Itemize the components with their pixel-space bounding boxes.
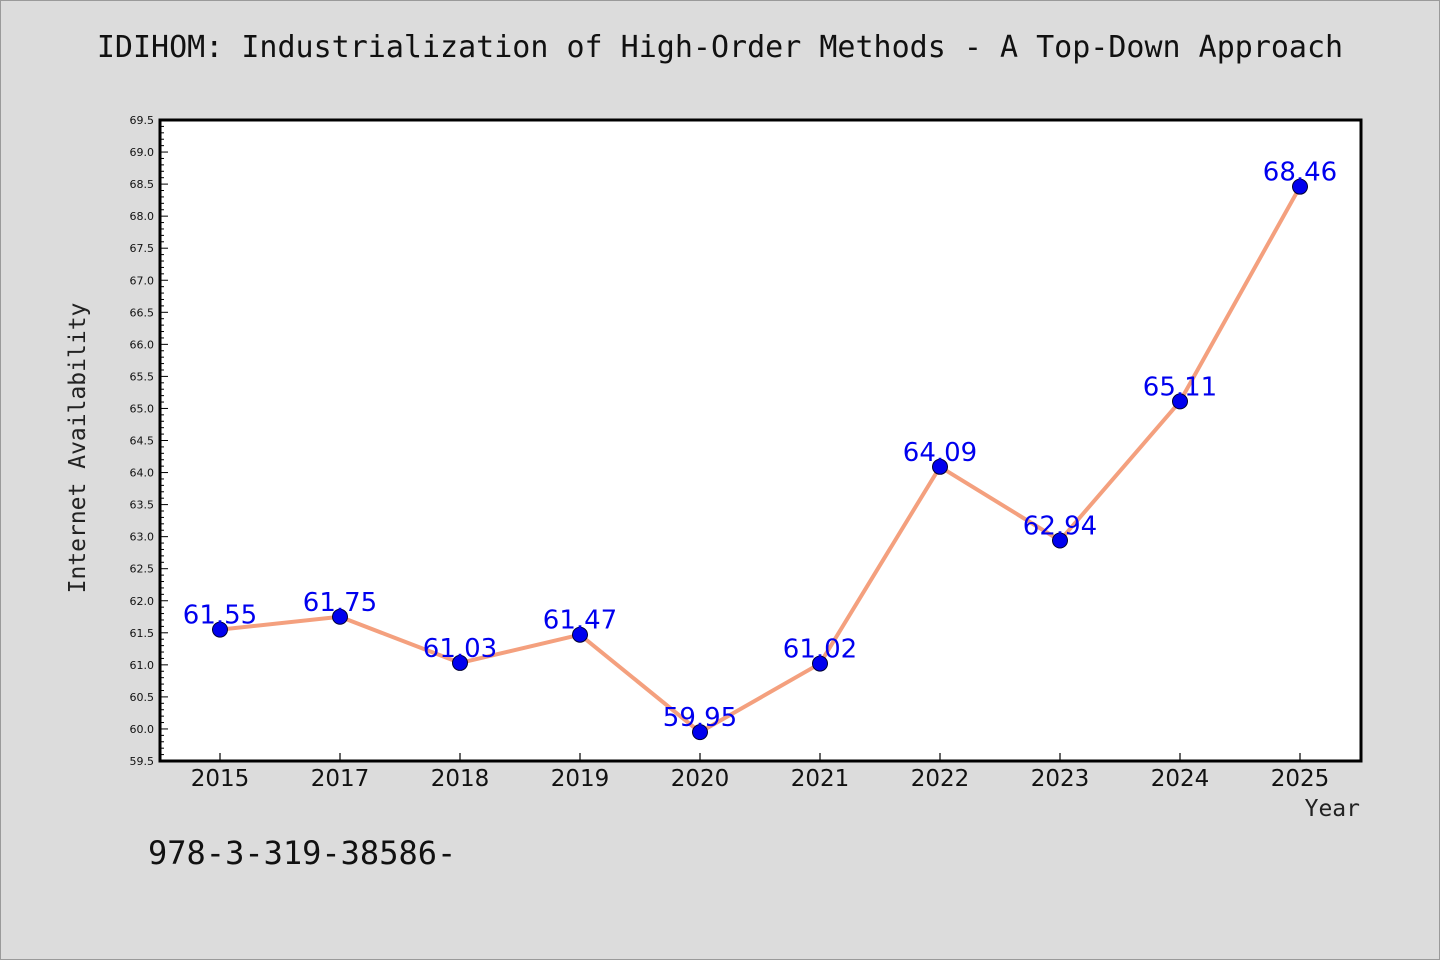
- y-tick-label: 62.5: [130, 563, 155, 576]
- data-point: [1292, 178, 1308, 195]
- x-tick-label: 2019: [551, 766, 610, 792]
- data-point: [452, 654, 468, 671]
- y-tick-label: 61.0: [130, 659, 155, 672]
- data-label: 61.03: [423, 634, 497, 664]
- data-point: [692, 724, 708, 741]
- data-point: [1172, 393, 1188, 410]
- chart-title: IDIHOM: Industrialization of High-Order …: [96, 30, 1344, 65]
- y-tick-label: 66.0: [130, 338, 155, 351]
- data-point: [812, 655, 828, 672]
- x-tick-label: 2024: [1151, 766, 1210, 792]
- y-tick-label: 59.5: [130, 755, 155, 768]
- isbn-footnote: 978-3-319-38586-: [148, 834, 457, 872]
- y-axis: 59.5 60.0 60.5 61.0 61.5 62.0 62.5 63.0 63.5 64.0…: [130, 114, 168, 768]
- y-tick-label: 69.5: [130, 114, 155, 127]
- y-tick-label: 68.0: [130, 210, 155, 223]
- y-tick-label: 68.5: [130, 178, 155, 191]
- y-tick-label: 66.5: [130, 306, 155, 319]
- x-tick-label: 2015: [191, 766, 250, 792]
- y-axis-title: Internet Availability: [65, 302, 91, 594]
- series-line: [219, 185, 1302, 735]
- y-tick-label: 60.0: [130, 723, 155, 736]
- y-tick-label: 67.0: [130, 274, 155, 287]
- data-label: 68.46: [1263, 158, 1337, 188]
- y-tick-label: 63.0: [130, 531, 155, 544]
- x-tick-label: 2020: [671, 766, 730, 792]
- y-tick-label: 64.0: [130, 467, 155, 480]
- x-tick-label: 2018: [431, 766, 490, 792]
- plot-area: [158, 118, 1363, 763]
- y-tick-label: 61.5: [130, 627, 155, 640]
- data-label: 61.02: [783, 635, 857, 665]
- data-label: 65.11: [1143, 372, 1217, 402]
- data-point: [1052, 532, 1068, 549]
- data-labels: 61.55 61.75 61.03 61.47 59.95 61.02 64.09 62.94…: [183, 158, 1337, 733]
- x-tick-label: 2017: [311, 766, 370, 792]
- x-tick-label: 2021: [791, 766, 850, 792]
- y-tick-label: 69.0: [130, 146, 155, 159]
- data-label: 64.09: [903, 438, 977, 468]
- data-label: 61.75: [303, 588, 377, 618]
- y-tick-label: 64.5: [130, 435, 155, 448]
- data-point: [212, 621, 228, 638]
- series-internet-availability: [212, 178, 1308, 741]
- data-point: [932, 458, 948, 475]
- y-tick-label: 60.5: [130, 691, 155, 704]
- data-label: 61.55: [183, 601, 257, 631]
- data-point: [572, 626, 588, 643]
- data-label: 59.95: [663, 703, 737, 733]
- y-tick-label: 62.0: [130, 595, 155, 608]
- y-tick-label: 63.5: [130, 499, 155, 512]
- x-axis: 2015 2017 2018 2019 2020 2021 2022 2023 2024 2025: [191, 753, 1330, 792]
- data-label: 61.47: [543, 606, 617, 636]
- x-tick-label: 2022: [911, 766, 970, 792]
- y-tick-label: 67.5: [130, 242, 155, 255]
- data-label: 62.94: [1023, 511, 1097, 541]
- data-point: [332, 608, 348, 625]
- y-tick-label: 65.0: [130, 402, 155, 415]
- x-axis-title: Year: [1304, 796, 1360, 822]
- x-tick-label: 2025: [1271, 766, 1330, 792]
- x-tick-label: 2023: [1031, 766, 1090, 792]
- y-tick-label: 65.5: [130, 370, 155, 383]
